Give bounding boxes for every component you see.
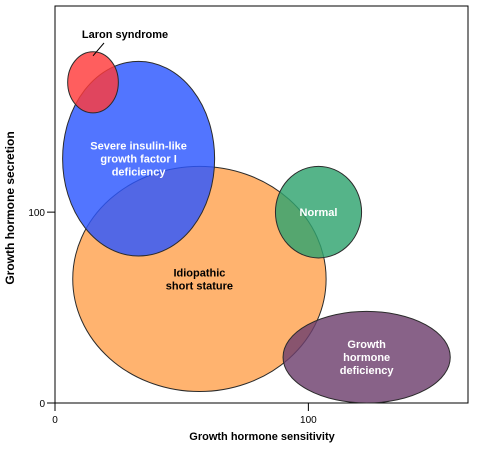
x-tick-label: 100: [300, 415, 317, 426]
region-label-laron-syndrome: Laron syndrome: [82, 29, 168, 41]
region-laron-syndrome: [67, 51, 119, 114]
axes-layer: 0 100 0 100: [28, 208, 317, 426]
region-label-idiopathic-short-stature: Idiopathic short stature: [166, 267, 233, 292]
y-tick-label: 0: [39, 399, 45, 410]
laron-leader-line: [92, 42, 105, 57]
region-growth-hormone-deficiency: [282, 310, 451, 404]
region-label-normal: Normal: [300, 207, 338, 219]
y-tick-label: 100: [28, 208, 45, 219]
x-tick-label: 0: [52, 415, 58, 426]
regions-layer: [62, 51, 451, 404]
region-label-growth-hormone-deficiency: Growth hormone deficiency: [340, 339, 395, 377]
x-axis-label: Growth hormone sensitivity: [189, 431, 335, 443]
y-axis-label: Growth hormone secretion: [3, 131, 17, 284]
labels-layer: Idiopathic short stature Severe insulin-li…: [82, 29, 395, 377]
region-normal: [274, 165, 363, 259]
